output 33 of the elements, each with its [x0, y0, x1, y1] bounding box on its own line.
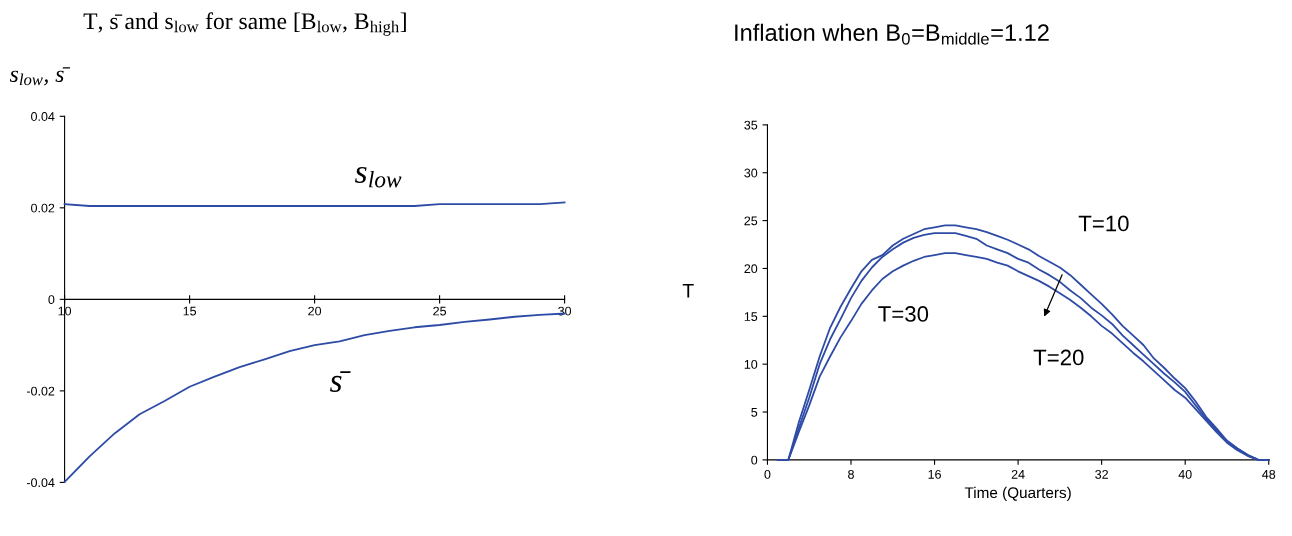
y-tick-label: 5	[751, 407, 758, 417]
x-tick-label: 20	[308, 306, 322, 316]
x-tick-label: 15	[183, 306, 197, 316]
x-tick-label: 40	[1178, 469, 1192, 479]
y-tick-label: 25	[744, 216, 758, 226]
annotation: T=10	[1078, 215, 1129, 232]
y-tick-label: 0	[751, 455, 758, 465]
x-tick-label: 16	[928, 469, 941, 479]
x-tick-label: 25	[433, 306, 447, 316]
x-tick-label: 0	[764, 469, 771, 479]
chart-title: T, s̄ and s$_{low}$ for same [B$_{low}$, B$_{high}$]	[83, 12, 406, 36]
annotation: T=20	[1033, 349, 1084, 366]
y-tick-label: 30	[744, 168, 758, 178]
y-tick-label: 20	[744, 264, 758, 274]
y-tick-label: -0.02	[26, 386, 55, 396]
x-axis-title: Time (Quarters)	[964, 486, 1071, 502]
x-tick-label: 32	[1095, 469, 1108, 479]
x-tick-label: 30	[558, 306, 572, 316]
y-tick-label: 0	[48, 295, 55, 305]
chart-title: Inflation when B$_{0}$=B$_{middle}$=1.12	[735, 23, 1049, 45]
y-tick-label: 35	[744, 120, 758, 130]
y-axis-title: s$_{low}$, s̄	[9, 67, 71, 86]
x-tick-label: 24	[1011, 469, 1025, 479]
annotation: s̄	[330, 371, 351, 392]
y-tick-label: -0.04	[26, 478, 55, 488]
y-tick-label: 10	[744, 359, 758, 369]
annotation: T=30	[878, 306, 929, 322]
x-tick-label: 8	[848, 469, 854, 479]
y-axis-title: T	[682, 284, 694, 298]
x-tick-label: 48	[1262, 469, 1276, 479]
y-tick-label: 0.02	[31, 203, 55, 213]
annotation: s$_{low}$	[355, 166, 402, 188]
y-tick-label: 0.04	[31, 112, 55, 121]
